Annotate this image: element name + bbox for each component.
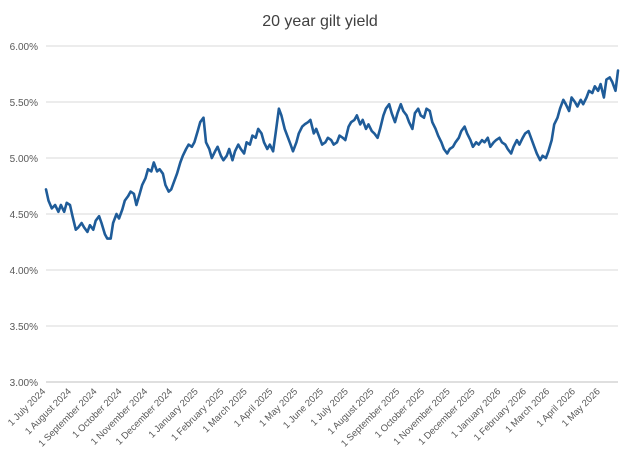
y-tick-label: 5.00%	[10, 154, 38, 165]
y-tick-label: 4.50%	[10, 210, 38, 221]
y-tick-label: 6.00%	[10, 42, 38, 53]
series-layer	[44, 69, 620, 240]
y-tick-label: 3.50%	[10, 322, 38, 333]
series-line	[44, 69, 620, 240]
y-tick-label: 3.00%	[10, 378, 38, 389]
y-axis-tick-labels: 3.00% 3.50% 4.00% 4.50% 5.00% 5.50% 6.00%	[10, 42, 38, 389]
y-tick-label: 4.00%	[10, 266, 38, 277]
y-tick-label: 5.50%	[10, 98, 38, 109]
gridlines	[46, 45, 618, 383]
chart-title: 20 year gilt yield	[262, 13, 378, 30]
